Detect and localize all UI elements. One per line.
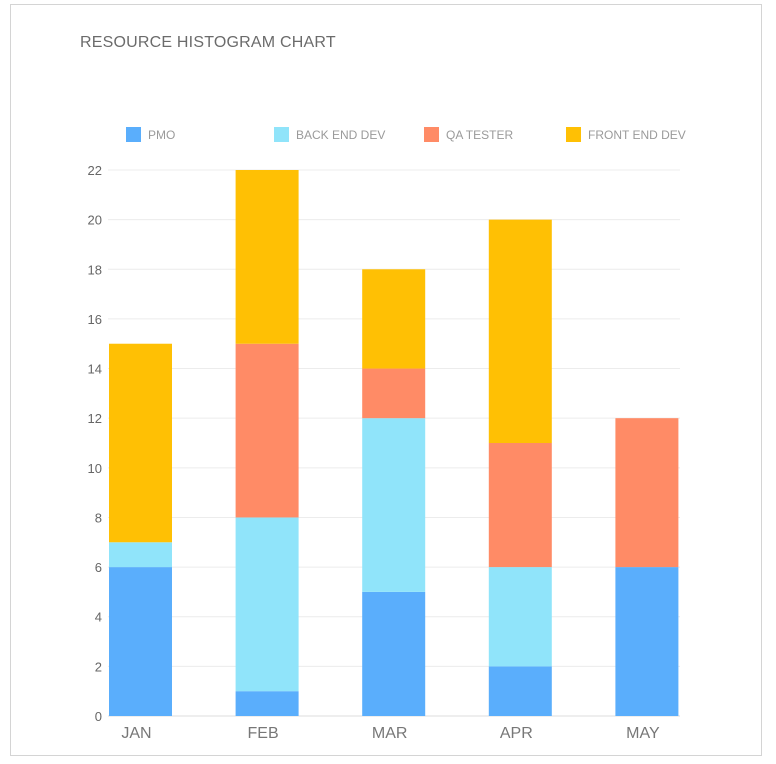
y-tick-label: 16 <box>88 312 102 327</box>
bar-mar-back-end-dev <box>362 418 426 592</box>
bar-jan-pmo <box>109 567 172 716</box>
bar-feb-front-end-dev <box>235 170 299 344</box>
x-tick-label: MAR <box>372 725 408 742</box>
legend-swatch <box>126 127 141 142</box>
legend-label: QA TESTER <box>446 128 513 142</box>
bar-jan-front-end-dev <box>109 343 172 543</box>
chart-title: RESOURCE HISTOGRAM CHART <box>80 34 336 51</box>
y-tick-label: 12 <box>88 411 102 426</box>
y-tick-label: 18 <box>88 262 102 277</box>
y-tick-label: 22 <box>88 163 102 178</box>
y-axis: 0 2 4 6 8 10 12 14 16 18 20 22 <box>88 163 102 724</box>
bar-feb-qa-tester <box>235 343 299 518</box>
x-axis: JAN FEB MAR APR MAY <box>121 725 660 742</box>
bar-apr-pmo <box>488 666 552 716</box>
bar-mar-qa-tester <box>362 368 426 419</box>
x-tick-label: JAN <box>121 725 151 742</box>
y-tick-label: 2 <box>95 659 102 674</box>
bar-jan-back-end-dev <box>109 542 172 568</box>
bar-mar-pmo <box>362 591 426 716</box>
legend-swatch <box>424 127 439 142</box>
x-tick-label: APR <box>500 725 533 742</box>
y-tick-label: 4 <box>95 610 102 625</box>
bar-feb-back-end-dev <box>235 517 299 692</box>
y-tick-label: 8 <box>95 510 102 525</box>
legend-swatch <box>566 127 581 142</box>
legend-swatch <box>274 127 289 142</box>
legend-label: BACK END DEV <box>296 128 385 142</box>
y-tick-label: 0 <box>95 709 102 724</box>
bar-feb-pmo <box>235 691 299 716</box>
bar-may-qa-tester <box>615 418 679 568</box>
bar-apr-qa-tester <box>488 443 552 568</box>
legend: PMO BACK END DEV QA TESTER FRONT END DEV <box>126 127 686 142</box>
y-tick-label: 10 <box>88 461 102 476</box>
legend-label: FRONT END DEV <box>588 128 686 142</box>
y-tick-label: 14 <box>88 362 102 377</box>
x-tick-label: FEB <box>248 725 279 742</box>
bar-apr-front-end-dev <box>488 219 552 443</box>
bar-may-pmo <box>615 567 679 716</box>
bars <box>109 170 679 716</box>
bar-mar-front-end-dev <box>362 269 426 369</box>
x-tick-label: MAY <box>626 725 660 742</box>
legend-label: PMO <box>148 128 175 142</box>
y-tick-label: 6 <box>95 560 102 575</box>
y-tick-label: 20 <box>88 213 102 228</box>
bar-apr-back-end-dev <box>488 567 552 667</box>
